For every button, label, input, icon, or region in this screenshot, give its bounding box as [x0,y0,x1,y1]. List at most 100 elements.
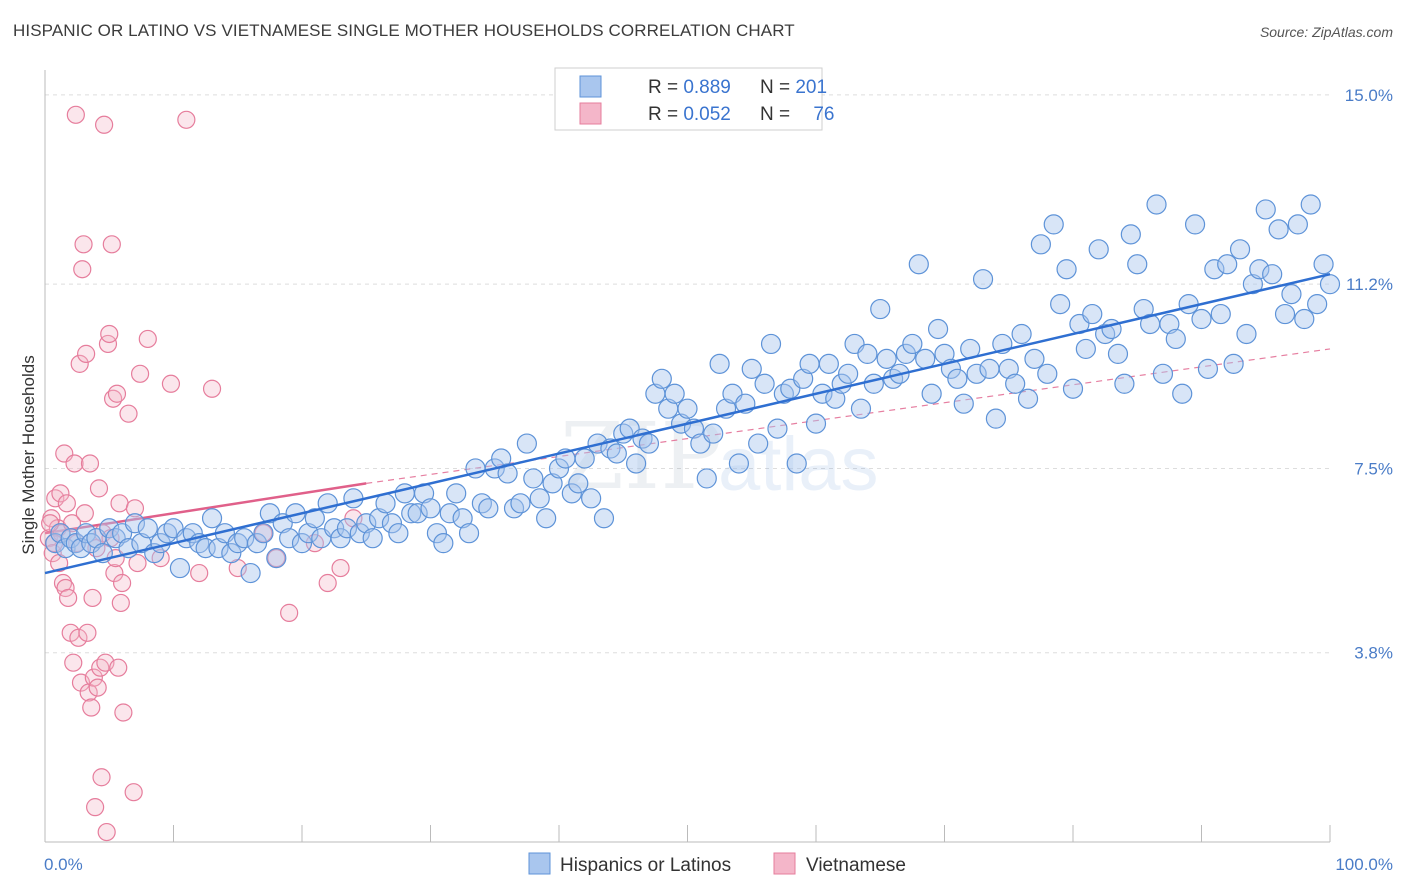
hispanic-point [45,533,66,554]
hispanic-point [137,518,158,539]
hispanic-point [548,458,570,479]
hispanic-point [401,503,422,524]
y-tick-label: 3.8% [1354,644,1393,663]
hispanic-point [1281,284,1302,305]
hispanic-point [1197,358,1219,379]
vietnamese-point [114,703,133,722]
hispanic-point [895,343,917,364]
vietnamese-point [124,783,143,802]
hispanic-point [1172,383,1193,404]
hispanic-point [1210,303,1231,325]
hispanic-point [870,298,891,320]
vietnamese-points [39,105,363,842]
hispanic-point [510,493,531,514]
svg-text:R = 0.889: R = 0.889 [611,77,757,98]
vietnamese-point [65,454,84,473]
vietnamese-point [57,494,76,513]
hispanic-point [754,373,775,394]
vietnamese-point [41,514,60,533]
hispanic-point [234,528,255,549]
hispanic-point [1313,254,1334,275]
hispanic-point [536,508,557,529]
hispanic-point [369,508,390,529]
hispanic-point [1319,274,1341,295]
vietnamese-point [267,549,286,568]
vietnamese-point [100,324,119,344]
svg-text:N = 201: N = 201 [723,77,853,98]
hispanic-point [561,483,582,504]
vietnamese-point [119,404,138,423]
hispanic-point [1075,338,1096,360]
hispanic-point [1294,308,1315,330]
hispanic-point [1165,328,1186,350]
y-tick-label: 7.5% [1354,459,1393,478]
vietnamese-point [190,563,209,583]
hispanic-point [124,513,146,534]
hispanic-point [221,543,242,564]
hispanic-point [985,408,1007,429]
hispanic-point [362,528,383,549]
series-legend-swatch-vietnamese [773,852,796,875]
stats-n-value-blue: 201 [795,77,827,98]
vietnamese-point [89,479,109,498]
hispanic-point [1037,363,1058,384]
hispanic-point [793,368,814,389]
hispanic-point [876,348,897,369]
hispanic-point [927,318,949,340]
hispanic-point [1204,259,1225,280]
hispanic-point [728,453,750,474]
hispanic-point [638,433,660,454]
hispanic-point [1184,214,1206,235]
vietnamese-point [177,110,196,129]
hispanic-point [446,483,467,504]
hispanic-point [349,523,370,544]
hispanic-point [767,418,788,439]
y-tick-label: 15.0% [1345,86,1393,105]
hispanic-point [70,538,92,559]
vietnamese-trend-line [44,482,367,535]
source-credit: Source: ZipAtlas.com [1259,24,1393,40]
hispanic-point [1178,293,1199,315]
vietnamese-point [102,235,121,254]
hispanic-point [1146,194,1167,215]
vietnamese-point [83,588,102,608]
hispanic-point [330,528,351,549]
hispanic-point [1030,234,1051,255]
hispanic-point [902,333,923,355]
y-tick-labels: 3.8% 7.5% 11.2% 15.0% [1345,86,1393,663]
vietnamese-point [280,603,299,622]
hispanic-point [388,523,409,544]
hispanic-point [1229,239,1251,260]
watermark-atlas: atlas [718,422,879,507]
hispanic-point [279,528,300,549]
vietnamese-point [318,573,337,593]
hispanic-point [1120,224,1141,245]
hispanic-point [1217,254,1238,275]
chart-title: HISPANIC OR LATINO VS VIETNAMESE SINGLE … [13,21,795,40]
hispanic-point [703,423,724,444]
hispanic-point [593,508,615,529]
hispanic-point [1082,303,1103,325]
hispanic-point [336,518,358,539]
hispanic-point [709,353,730,374]
hispanic-point [169,557,191,579]
vietnamese-point [66,105,85,124]
hispanic-point [76,523,97,544]
hispanic-point [304,508,325,529]
svg-text:N = 76: N = 76 [723,104,861,125]
vietnamese-point [51,484,70,503]
vietnamese-trend-extension [366,348,1331,484]
vietnamese-point [161,374,181,393]
vietnamese-point [46,489,65,508]
hispanic-point [240,562,261,584]
hispanic-point [953,393,974,414]
vietnamese-point [112,573,132,593]
hispanic-point [497,463,518,484]
hispanic-point [786,453,807,474]
vietnamese-point [92,768,111,787]
stats-r-value-blue: 0.889 [683,77,731,98]
hispanic-point [1262,264,1283,285]
hispanic-point [857,343,878,364]
hispanic-point [439,503,460,524]
